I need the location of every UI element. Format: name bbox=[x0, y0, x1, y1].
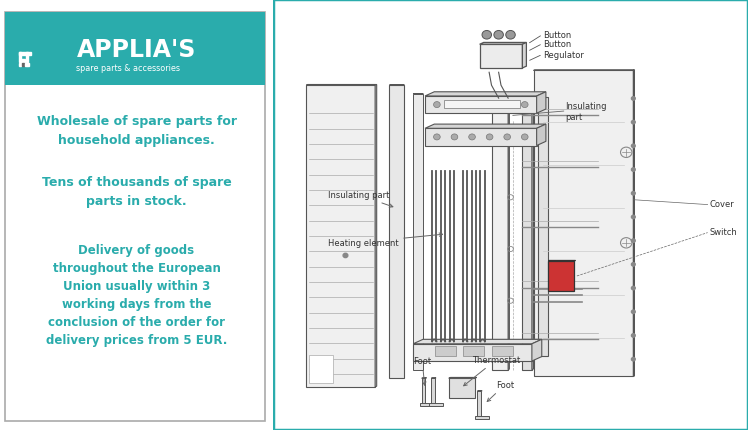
Polygon shape bbox=[435, 346, 456, 356]
Polygon shape bbox=[413, 344, 532, 361]
Polygon shape bbox=[548, 261, 574, 292]
Circle shape bbox=[343, 254, 348, 258]
Circle shape bbox=[504, 102, 510, 108]
Text: Insulating
part: Insulating part bbox=[565, 102, 607, 122]
Circle shape bbox=[486, 135, 493, 141]
Circle shape bbox=[631, 192, 635, 196]
Bar bbox=[25, 64, 27, 67]
Text: Regulator: Regulator bbox=[543, 51, 583, 59]
Bar bbox=[19, 52, 21, 63]
Polygon shape bbox=[491, 95, 508, 370]
Polygon shape bbox=[522, 95, 532, 370]
Polygon shape bbox=[425, 92, 546, 97]
Polygon shape bbox=[425, 129, 536, 146]
Text: Tens of thousands of spare
parts in stock.: Tens of thousands of spare parts in stoc… bbox=[42, 175, 231, 207]
Polygon shape bbox=[508, 94, 509, 370]
Polygon shape bbox=[306, 85, 377, 86]
Bar bbox=[22, 64, 24, 67]
Circle shape bbox=[469, 135, 476, 141]
Text: APPLIA'S: APPLIA'S bbox=[76, 37, 196, 61]
Circle shape bbox=[631, 310, 635, 314]
Bar bbox=[27, 64, 29, 67]
Circle shape bbox=[434, 102, 441, 108]
Polygon shape bbox=[306, 86, 375, 387]
Polygon shape bbox=[431, 378, 435, 406]
Text: Thermostat: Thermostat bbox=[464, 355, 521, 386]
Circle shape bbox=[521, 102, 528, 108]
Polygon shape bbox=[522, 43, 527, 69]
Polygon shape bbox=[463, 346, 485, 356]
Bar bbox=[26, 52, 28, 63]
Text: spare parts & accessories: spare parts & accessories bbox=[76, 64, 180, 73]
Polygon shape bbox=[449, 378, 475, 398]
Bar bbox=[5, 13, 265, 86]
Circle shape bbox=[521, 135, 528, 141]
Polygon shape bbox=[425, 125, 546, 129]
Circle shape bbox=[504, 135, 510, 141]
Polygon shape bbox=[491, 94, 509, 95]
Polygon shape bbox=[479, 43, 527, 45]
Circle shape bbox=[631, 263, 635, 267]
Circle shape bbox=[494, 31, 503, 40]
Circle shape bbox=[631, 145, 635, 148]
Polygon shape bbox=[533, 71, 634, 377]
Polygon shape bbox=[522, 94, 533, 95]
Text: Delivery of goods
throughout the European
Union usually within 3
working days fr: Delivery of goods throughout the Europea… bbox=[46, 243, 227, 346]
Circle shape bbox=[486, 102, 493, 108]
Text: Button: Button bbox=[543, 40, 571, 49]
Polygon shape bbox=[476, 416, 489, 419]
Circle shape bbox=[631, 240, 635, 243]
Circle shape bbox=[631, 334, 635, 338]
Text: Foot: Foot bbox=[413, 356, 432, 385]
Circle shape bbox=[631, 216, 635, 219]
Circle shape bbox=[451, 135, 458, 141]
Polygon shape bbox=[532, 94, 533, 370]
Circle shape bbox=[451, 102, 458, 108]
Polygon shape bbox=[413, 95, 423, 370]
Circle shape bbox=[482, 31, 491, 40]
Text: Heating element: Heating element bbox=[328, 233, 443, 247]
Polygon shape bbox=[532, 340, 542, 361]
Polygon shape bbox=[425, 97, 536, 114]
Circle shape bbox=[631, 121, 635, 125]
Circle shape bbox=[469, 102, 476, 108]
Polygon shape bbox=[429, 403, 443, 406]
Polygon shape bbox=[536, 125, 546, 146]
Circle shape bbox=[631, 169, 635, 172]
Circle shape bbox=[631, 358, 635, 361]
Bar bbox=[309, 355, 333, 383]
Polygon shape bbox=[390, 86, 404, 378]
Polygon shape bbox=[477, 391, 481, 419]
Polygon shape bbox=[420, 403, 434, 406]
Bar bbox=[21, 60, 25, 63]
Bar bbox=[19, 52, 31, 56]
Circle shape bbox=[434, 135, 441, 141]
Polygon shape bbox=[422, 378, 426, 406]
Text: Insulating part: Insulating part bbox=[328, 191, 393, 208]
Polygon shape bbox=[539, 98, 548, 356]
Circle shape bbox=[631, 287, 635, 290]
Polygon shape bbox=[491, 346, 513, 356]
Polygon shape bbox=[413, 340, 542, 344]
Polygon shape bbox=[375, 85, 377, 387]
Bar bbox=[444, 101, 520, 109]
Text: Foot: Foot bbox=[487, 380, 515, 402]
Bar bbox=[19, 64, 21, 67]
Circle shape bbox=[631, 98, 635, 101]
Circle shape bbox=[506, 31, 515, 40]
Polygon shape bbox=[479, 45, 522, 69]
Text: Button: Button bbox=[543, 31, 571, 40]
Text: Wholesale of spare parts for
household appliances.: Wholesale of spare parts for household a… bbox=[37, 115, 236, 147]
Polygon shape bbox=[536, 92, 546, 114]
Text: Cover: Cover bbox=[709, 200, 734, 209]
Text: Switch: Switch bbox=[709, 227, 737, 236]
